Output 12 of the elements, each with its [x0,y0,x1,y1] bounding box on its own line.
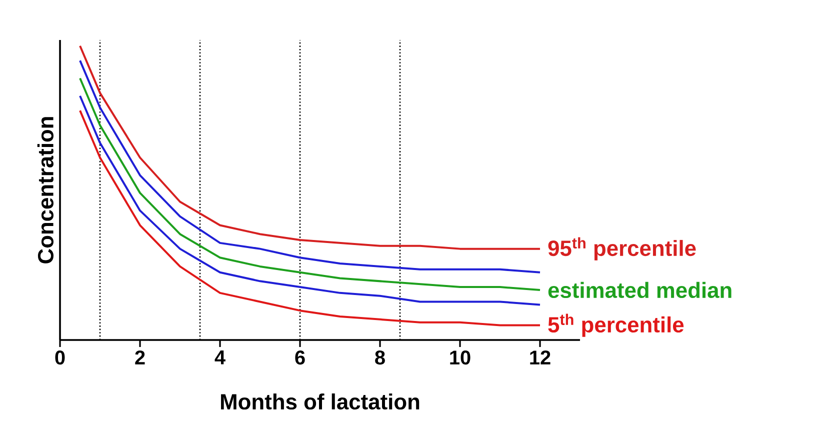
x-axis-title: Months of lactation [221,393,420,410]
x-tick-label: 12 [530,350,550,364]
series-label: estimated median [548,282,732,298]
series-label: 5$^{th}$ percentile [548,314,684,337]
x-tick-label: 6 [295,350,305,365]
x-tick-label: 10 [450,350,470,365]
x-tick-label: 2 [135,350,145,364]
x-tick-label: 8 [375,350,385,365]
x-tick-label: 0 [55,350,65,365]
x-tick-label: 4 [214,350,226,364]
series-label: 95$^{th}$ percentile [548,237,696,260]
y-axis-title: Concentration [37,117,54,264]
